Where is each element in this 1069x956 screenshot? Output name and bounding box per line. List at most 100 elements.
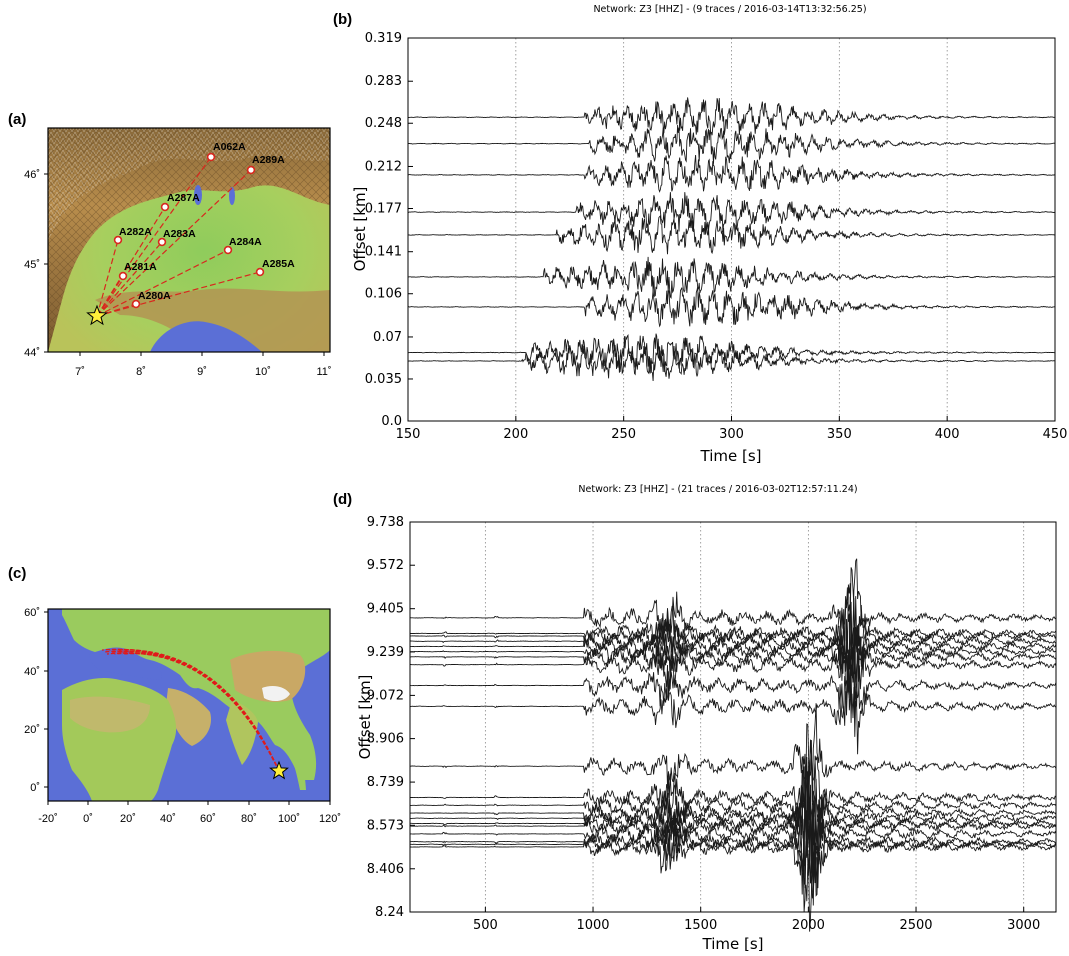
- map-a-x-tick: 10˚: [255, 366, 271, 378]
- seismic-trace: [410, 739, 1057, 872]
- y-tick-label: 0.0: [381, 414, 402, 429]
- station-label: A281A: [124, 261, 157, 273]
- great-circle-path: [121, 652, 280, 772]
- y-tick-label: 8.906: [367, 732, 404, 747]
- ray-path: [96, 241, 163, 317]
- seismic-trace: [410, 622, 1057, 726]
- y-tick-label: 0.319: [365, 31, 402, 46]
- map-c-y-tick: 60˚: [24, 607, 40, 619]
- chart-d-title: Network: Z3 [HHZ] - (21 traces / 2016-03…: [578, 484, 857, 495]
- map-a-x-tick: 8˚: [136, 366, 146, 378]
- station-marker: [118, 271, 128, 281]
- seismic-trace: [407, 286, 1056, 328]
- seismic-trace: [407, 343, 1055, 382]
- station-marker: [255, 267, 265, 277]
- y-tick-label: 9.572: [367, 558, 404, 573]
- map-c-x-tick: 0˚: [83, 813, 93, 825]
- map-a-sea: [150, 321, 262, 352]
- x-tick-label: 2500: [899, 918, 932, 933]
- map-a-y-tick: 44˚: [24, 347, 40, 359]
- map-c-y-tick: 40˚: [24, 666, 40, 678]
- map-c-x-tick: 40˚: [160, 813, 176, 825]
- station-label: A285A: [262, 258, 295, 270]
- station-label: A062A: [213, 141, 246, 153]
- ray-path: [96, 156, 212, 317]
- map-c-great-circle-paths: [101, 648, 280, 772]
- y-tick-label: 8.573: [367, 818, 404, 833]
- x-tick-label: 450: [1043, 427, 1068, 442]
- seismic-trace: [410, 783, 1057, 897]
- x-tick-label: 200: [503, 427, 528, 442]
- x-tick-label: 300: [719, 427, 744, 442]
- station-marker: [113, 235, 123, 245]
- seismic-trace: [407, 333, 1056, 375]
- y-tick-label: 9.738: [367, 515, 404, 530]
- x-tick-label: 1500: [684, 918, 717, 933]
- x-tick-label: 250: [611, 427, 636, 442]
- y-tick-label: 0.248: [365, 116, 402, 131]
- y-tick-label: 8.24: [375, 905, 404, 920]
- y-tick-label: 8.406: [367, 862, 404, 877]
- y-tick-label: 0.106: [365, 287, 402, 302]
- map-c: -20˚ 0˚ 20˚ 40˚ 60˚ 80˚ 100˚ 120˚ 60˚ 40˚ 20˚ 0˚: [24, 607, 341, 825]
- seismic-trace: [410, 703, 1057, 847]
- seismic-trace: [409, 583, 1057, 699]
- station-label: A289A: [252, 154, 285, 166]
- map-a-x-tick: 9˚: [197, 366, 207, 378]
- chart-b-xlabel: Time [s]: [700, 447, 762, 465]
- map-a-stations: A062A A289A A287A A282A A283A A284A A281A A285A…: [113, 141, 295, 309]
- station-label: A283A: [163, 228, 196, 240]
- map-a-y-tick: 45˚: [24, 259, 40, 271]
- map-c-x-tick: 120˚: [319, 813, 341, 825]
- seismic-trace: [408, 256, 1056, 300]
- seismic-trace: [408, 192, 1056, 233]
- seismic-trace: [409, 765, 1057, 893]
- station-label: A284A: [229, 236, 262, 248]
- seismic-trace: [409, 766, 1057, 884]
- y-tick-label: 0.283: [365, 74, 402, 89]
- seismic-trace: [407, 97, 1056, 136]
- map-a: 7˚ 8˚ 9˚ 10˚ 11˚ 46˚ 45˚ 44˚ A062A A289A A287A A28…: [24, 127, 332, 378]
- chart-d-traces: [409, 558, 1057, 932]
- chart-b-ylabel: Offset [km]: [351, 187, 369, 272]
- map-c-x-tick: 60˚: [200, 813, 216, 825]
- seismic-trace: [410, 753, 1057, 899]
- map-c-y-tick: 0˚: [30, 782, 40, 794]
- seismic-trace: [409, 625, 1057, 723]
- seismic-trace: [407, 154, 1056, 193]
- y-tick-label: 9.405: [367, 602, 404, 617]
- station-marker: [206, 152, 216, 162]
- map-a-ray-paths: [96, 156, 261, 317]
- station-label: A287A: [167, 192, 200, 204]
- seismic-trace: [409, 778, 1057, 912]
- chart-d-xlabel: Time [s]: [702, 935, 764, 953]
- map-c-x-tick: 80˚: [241, 813, 257, 825]
- y-tick-label: 0.177: [365, 201, 402, 216]
- seismic-trace: [409, 558, 1057, 677]
- station-marker: [160, 202, 170, 212]
- seismogram-d: Network: Z3 [HHZ] - (21 traces / 2016-03…: [356, 484, 1057, 953]
- map-a-apennines: [95, 288, 330, 352]
- station-marker: [223, 245, 233, 255]
- panel-label-a: (a): [8, 111, 26, 128]
- x-tick-label: 500: [473, 918, 498, 933]
- seismic-trace: [409, 604, 1057, 711]
- x-tick-label: 150: [396, 427, 421, 442]
- seismogram-b: Network: Z3 [HHZ] - (9 traces / 2016-03-…: [351, 4, 1067, 465]
- chart-d-ylabel: Offset [km]: [356, 675, 374, 760]
- y-tick-label: 0.141: [365, 245, 402, 260]
- chart-b-traces: [407, 97, 1056, 382]
- station-marker: [131, 299, 141, 309]
- seismic-trace: [409, 739, 1057, 836]
- star-icon: [86, 304, 108, 326]
- great-circle-path: [106, 652, 280, 772]
- map-c-x-tick: 100˚: [278, 813, 300, 825]
- seismic-trace: [409, 587, 1057, 702]
- seismic-trace: [409, 723, 1057, 865]
- seismic-trace: [409, 668, 1057, 755]
- seismic-trace: [410, 755, 1057, 885]
- chart-b-title: Network: Z3 [HHZ] - (9 traces / 2016-03-…: [593, 4, 866, 15]
- station-marker: [246, 165, 256, 175]
- map-a-y-tick: 46˚: [24, 169, 40, 181]
- ray-path: [96, 275, 124, 317]
